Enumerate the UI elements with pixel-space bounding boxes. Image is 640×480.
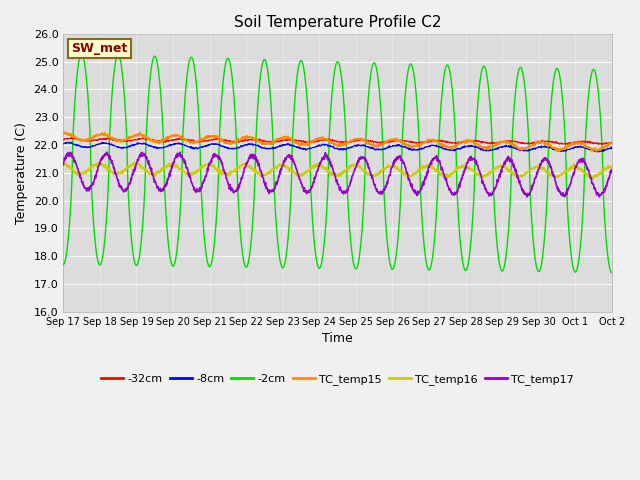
X-axis label: Time: Time bbox=[322, 332, 353, 345]
Title: Soil Temperature Profile C2: Soil Temperature Profile C2 bbox=[234, 15, 442, 30]
Y-axis label: Temperature (C): Temperature (C) bbox=[15, 122, 28, 224]
Text: SW_met: SW_met bbox=[72, 42, 128, 55]
Legend: -32cm, -8cm, -2cm, TC_temp15, TC_temp16, TC_temp17: -32cm, -8cm, -2cm, TC_temp15, TC_temp16,… bbox=[97, 370, 579, 389]
